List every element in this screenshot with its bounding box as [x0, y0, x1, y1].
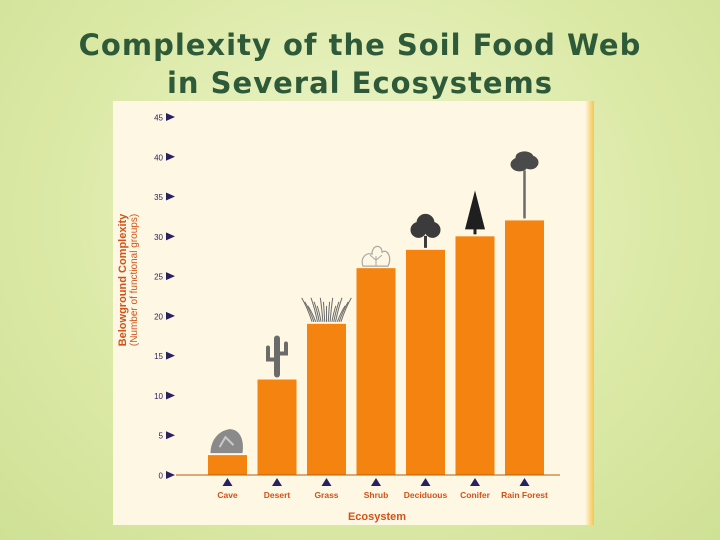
- y-tick-label: 40: [154, 153, 163, 162]
- y-tick: 45: [154, 113, 175, 123]
- x-tick: Rain Forest: [501, 478, 548, 500]
- grass-icon: [301, 297, 352, 323]
- y-axis-sublabel: (Number of functional groups): [129, 214, 140, 346]
- x-tick-arrow: [222, 478, 233, 486]
- x-ticks: Cave Desert Grass Shrub Deciduous Conifer Rain…: [217, 478, 548, 500]
- y-tick: 5: [159, 431, 175, 441]
- y-tick-label: 35: [154, 193, 163, 202]
- y-tick-arrow: [166, 391, 175, 400]
- y-tick-label: 15: [154, 352, 163, 361]
- rainforest-tree-icon: [510, 151, 539, 219]
- x-tick: Conifer: [460, 478, 491, 500]
- y-axis-title-group: Belowground Complexity (Number of functi…: [117, 213, 140, 347]
- x-tick-arrow: [420, 478, 431, 486]
- rock-icon: [210, 429, 243, 454]
- y-tick-arrow: [166, 272, 175, 281]
- bar-icons: [210, 151, 539, 454]
- y-tick-arrow: [166, 113, 175, 121]
- y-tick-arrow: [166, 192, 175, 201]
- y-tick: 20: [154, 311, 175, 321]
- x-tick-arrow: [519, 478, 530, 486]
- y-tick: 0: [159, 471, 175, 481]
- y-tick-label: 0: [159, 472, 164, 481]
- x-tick-label: Shrub: [364, 490, 389, 500]
- y-tick-arrow: [166, 232, 175, 241]
- y-tick-arrow: [166, 431, 175, 440]
- x-tick: Desert: [264, 478, 291, 500]
- y-tick-label: 45: [154, 114, 163, 123]
- bar-deciduous: [406, 249, 445, 475]
- y-tick-label: 10: [154, 392, 163, 401]
- y-tick-arrow: [166, 152, 175, 161]
- bar-cave: [208, 455, 247, 475]
- y-ticks: 0 5 10 15 20 25 30 35 40 45: [154, 113, 175, 481]
- x-axis-label: Ecosystem: [348, 511, 406, 523]
- y-tick-label: 30: [154, 233, 163, 242]
- x-tick-arrow: [321, 478, 332, 486]
- x-tick: Shrub: [364, 478, 389, 500]
- y-tick: 40: [154, 152, 175, 162]
- x-tick-label: Rain Forest: [501, 490, 548, 500]
- y-tick-label: 20: [154, 312, 163, 321]
- shrub-icon: [361, 245, 391, 267]
- y-tick-arrow: [166, 471, 175, 479]
- x-tick-label: Cave: [217, 490, 238, 500]
- figure-edge: [585, 101, 594, 525]
- cactus-icon: [266, 335, 288, 378]
- bar-rain-forest: [505, 220, 544, 475]
- x-tick: Cave: [217, 478, 238, 500]
- y-tick-arrow: [166, 351, 175, 360]
- slide-title-line2: in Several Ecosystems: [166, 66, 554, 100]
- x-tick-label: Desert: [264, 490, 291, 500]
- bar-grass: [307, 323, 346, 475]
- x-tick-label: Grass: [314, 490, 338, 500]
- bar-shrub: [356, 268, 396, 475]
- x-tick-arrow: [371, 478, 381, 486]
- bar-desert: [257, 379, 297, 475]
- y-tick-label: 25: [154, 273, 163, 282]
- y-axis-label: Belowground Complexity: [117, 213, 129, 347]
- conifer-tree-icon: [465, 190, 485, 235]
- y-tick: 30: [154, 232, 175, 242]
- x-tick: Deciduous: [404, 478, 448, 500]
- x-tick: Grass: [314, 478, 339, 500]
- slide-title-line1: Complexity of the Soil Food Web: [78, 28, 642, 62]
- x-tick-arrow: [470, 478, 480, 486]
- y-tick: 35: [154, 192, 175, 202]
- y-tick: 10: [154, 391, 175, 401]
- y-tick: 15: [154, 351, 175, 361]
- y-tick-arrow: [166, 311, 175, 320]
- y-tick: 25: [154, 272, 175, 282]
- x-tick-arrow: [272, 478, 282, 486]
- y-tick-label: 5: [159, 432, 164, 441]
- slide-title: Complexity of the Soil Food Web in Sever…: [0, 26, 720, 102]
- bar-conifer: [455, 236, 495, 475]
- deciduous-tree-icon: [410, 213, 441, 248]
- bars: [208, 220, 544, 475]
- x-tick-label: Deciduous: [404, 490, 448, 500]
- x-tick-label: Conifer: [460, 490, 490, 500]
